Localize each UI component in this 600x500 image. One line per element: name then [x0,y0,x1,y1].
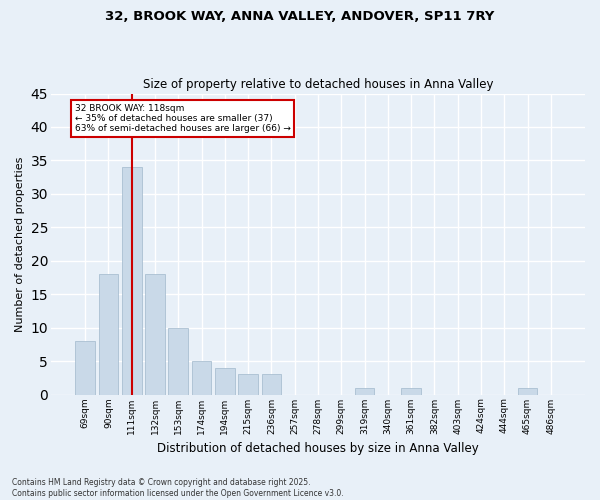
Text: 32, BROOK WAY, ANNA VALLEY, ANDOVER, SP11 7RY: 32, BROOK WAY, ANNA VALLEY, ANDOVER, SP1… [106,10,494,23]
Bar [238,374,258,394]
Y-axis label: Number of detached properties: Number of detached properties [15,156,25,332]
Bar [122,167,142,394]
Bar [169,328,188,394]
Text: Contains HM Land Registry data © Crown copyright and database right 2025.
Contai: Contains HM Land Registry data © Crown c… [12,478,344,498]
Bar [518,388,538,394]
X-axis label: Distribution of detached houses by size in Anna Valley: Distribution of detached houses by size … [157,442,479,455]
Bar [75,341,95,394]
Bar [401,388,421,394]
Text: 32 BROOK WAY: 118sqm
← 35% of detached houses are smaller (37)
63% of semi-detac: 32 BROOK WAY: 118sqm ← 35% of detached h… [74,104,290,134]
Bar [262,374,281,394]
Bar [215,368,235,394]
Title: Size of property relative to detached houses in Anna Valley: Size of property relative to detached ho… [143,78,493,91]
Bar [98,274,118,394]
Bar [355,388,374,394]
Bar [191,361,211,394]
Bar [145,274,165,394]
